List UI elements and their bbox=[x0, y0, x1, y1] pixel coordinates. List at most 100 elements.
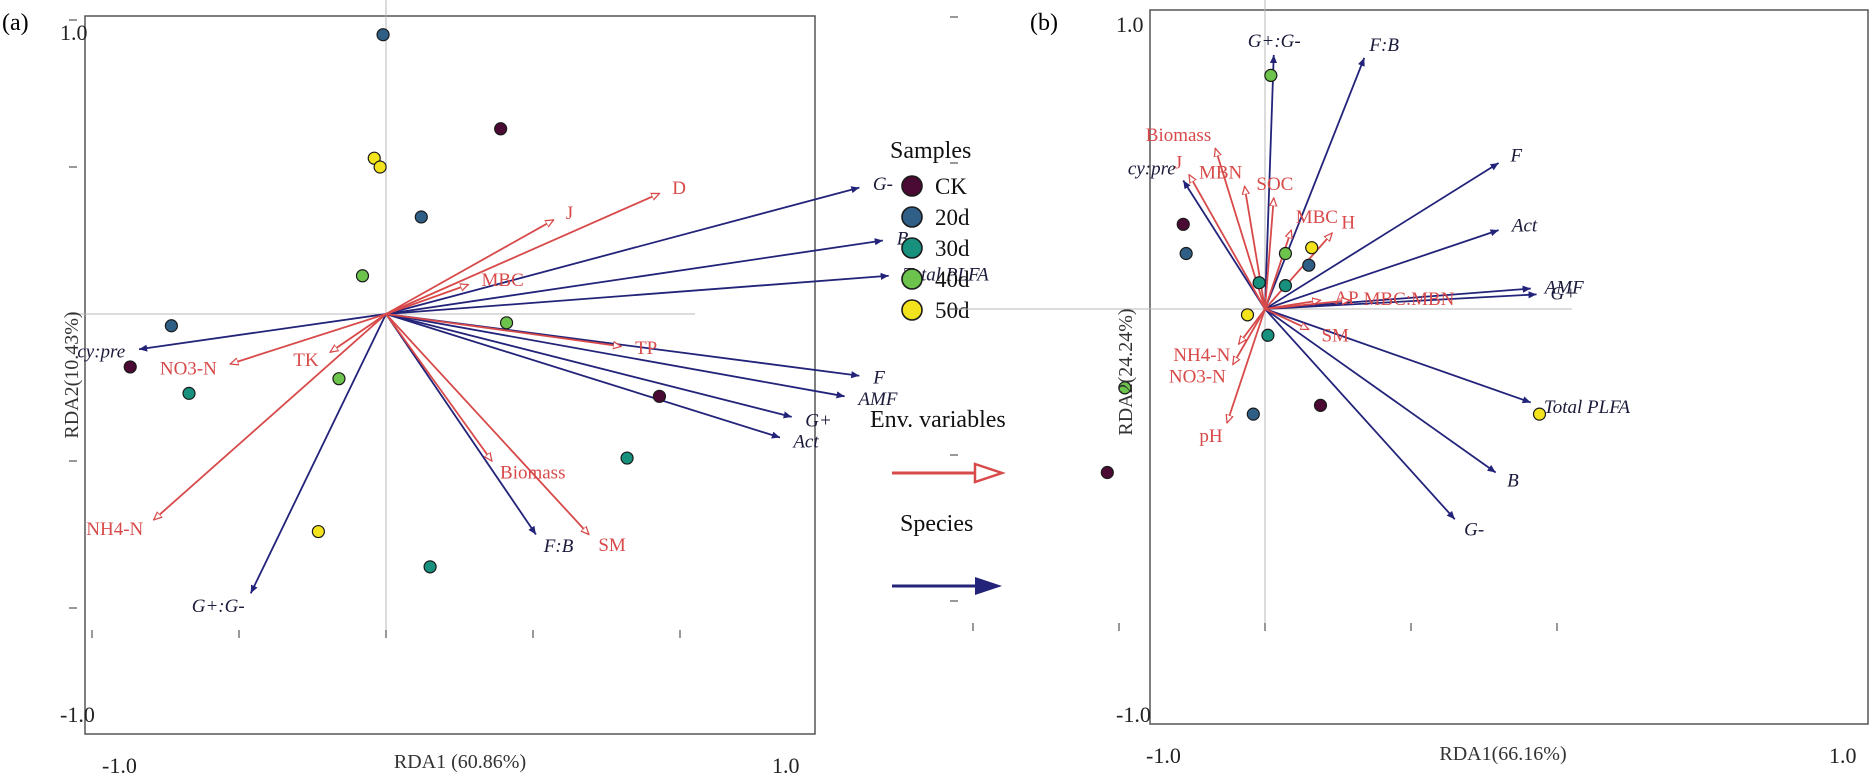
species-label-g-g-a: G+:G- bbox=[192, 596, 245, 617]
species-vector-cy-pre-b bbox=[1182, 180, 1266, 310]
species-label-f-a: F bbox=[872, 368, 885, 389]
sample-point-ck-a-2 bbox=[652, 389, 667, 403]
sample-point-ck-b-1 bbox=[1313, 398, 1328, 412]
sample-point-40d-b-10 bbox=[1278, 246, 1293, 261]
species-vector-amf-a bbox=[385, 313, 845, 399]
env-vector-j-b bbox=[1188, 175, 1266, 310]
species-label-total-plfa-b: Total PLFA bbox=[1544, 397, 1630, 418]
legend-title: Samples bbox=[890, 138, 971, 164]
env-vector-d-a bbox=[385, 192, 659, 315]
species-label-cy-pre-b: cy:pre bbox=[1128, 159, 1176, 180]
species-vector-g-a bbox=[385, 186, 860, 315]
legend-env-label: Env. variables bbox=[870, 407, 1006, 433]
sample-point-ck-a-1 bbox=[123, 360, 137, 374]
env-vector-j-a bbox=[385, 219, 554, 315]
panel-label-b: (b) bbox=[1030, 10, 1058, 36]
sample-point-40d-b-9 bbox=[1264, 68, 1278, 83]
y-tick-top-a: 1.0 bbox=[60, 20, 88, 45]
legend-species-arrowhead bbox=[975, 577, 1002, 595]
species-label-f-b: F bbox=[1509, 146, 1522, 167]
sample-point-30d-a-8 bbox=[423, 560, 437, 574]
y-axis-label-a: RDA2(10.43%) bbox=[61, 311, 83, 438]
species-label-g-a: G- bbox=[873, 174, 893, 195]
env-label-no3-n-a: NO3-N bbox=[160, 358, 217, 379]
sample-point-40d-b-11 bbox=[1118, 381, 1132, 395]
sample-point-30d-b-7 bbox=[1278, 279, 1293, 293]
species-vector-g-b bbox=[1264, 308, 1456, 520]
env-vector-biomass-a bbox=[385, 313, 492, 461]
env-vector-nh4-n-a bbox=[154, 313, 387, 520]
x-tick-right-b: 1.0 bbox=[1829, 743, 1857, 768]
species-label-g-a: G+ bbox=[805, 410, 832, 431]
sample-point-20d-a-3 bbox=[376, 28, 390, 42]
legend-swatch-40d bbox=[901, 268, 923, 290]
env-label-no3-n-b: NO3-N bbox=[1169, 367, 1226, 388]
env-label-sm-b: SM bbox=[1321, 325, 1349, 346]
env-vector-h-b bbox=[1264, 233, 1332, 310]
sample-point-50d-b-12 bbox=[1305, 241, 1319, 255]
sample-point-50d-b-14 bbox=[1532, 407, 1547, 421]
sample-point-ck-b-0 bbox=[1176, 217, 1190, 231]
env-vector-no3-n-b bbox=[1232, 308, 1266, 364]
legend-swatch-ck bbox=[901, 175, 923, 197]
species-label-amf-b: AMF bbox=[1543, 277, 1584, 298]
species-vector-g-g-b bbox=[1264, 54, 1278, 310]
env-label-tp-a: TP bbox=[635, 338, 657, 359]
legend-swatch-20d bbox=[901, 206, 923, 228]
env-label-d-a: D bbox=[672, 178, 686, 199]
sample-point-30d-b-6 bbox=[1252, 276, 1266, 290]
y-tick-top-b: 1.0 bbox=[1116, 12, 1144, 37]
species-label-g-b: G- bbox=[1464, 520, 1484, 541]
sample-point-20d-b-5 bbox=[1246, 407, 1260, 421]
sample-point-50d-b-13 bbox=[1240, 308, 1255, 322]
species-vector-f-b bbox=[1264, 162, 1500, 310]
sample-point-ck-b-2 bbox=[1100, 465, 1114, 480]
species-vector-b-b bbox=[1264, 308, 1497, 474]
species-vector-amf-b bbox=[1264, 285, 1531, 310]
species-label-cy-pre-a: cy:pre bbox=[77, 341, 125, 362]
y-tick-bottom-b: -1.0 bbox=[1116, 702, 1151, 727]
species-vector-total-plfa-a bbox=[385, 272, 889, 315]
env-vector-no3-n-a bbox=[230, 313, 387, 364]
env-vector-tp-a bbox=[385, 313, 621, 346]
legend-label-30d: 30d bbox=[935, 236, 970, 261]
legend-species-label: Species bbox=[900, 511, 973, 537]
env-vector-mbc-a bbox=[385, 285, 468, 315]
x-axis-label-a: RDA1 (60.86%) bbox=[394, 751, 526, 773]
species-label-act-a: Act bbox=[791, 432, 819, 453]
env-label-j-a: J bbox=[566, 203, 573, 224]
env-label-ph-b: pH bbox=[1199, 426, 1223, 447]
env-label-nh4-n-a: NH4-N bbox=[86, 519, 143, 540]
sample-point-40d-a-9 bbox=[355, 269, 370, 283]
env-label-mbc-b: MBC bbox=[1296, 207, 1338, 228]
species-label-f-b-a: F:B bbox=[543, 536, 574, 557]
env-vector-mbc-mbn-b bbox=[1264, 300, 1350, 310]
species-label-act-b: Act bbox=[1510, 216, 1538, 237]
sample-point-30d-b-8 bbox=[1261, 328, 1275, 342]
sample-point-40d-a-11 bbox=[332, 372, 346, 386]
plot-frame-a bbox=[84, 15, 816, 735]
legend-label-40d: 40d bbox=[935, 267, 970, 292]
env-vector-tk-a bbox=[330, 313, 387, 352]
env-label-sm-a: SM bbox=[598, 535, 626, 556]
env-label-soc-b: SOC bbox=[1256, 174, 1293, 195]
species-vector-g-b bbox=[1264, 291, 1537, 310]
species-vector-b-a bbox=[385, 238, 883, 315]
sample-point-ck-a-0 bbox=[494, 122, 508, 136]
env-label-nh4-n-b: NH4-N bbox=[1173, 345, 1230, 366]
env-label-ap-b: AP bbox=[1334, 288, 1358, 309]
species-vector-act-a bbox=[385, 313, 781, 439]
sample-point-20d-a-4 bbox=[414, 210, 428, 224]
species-label-b-b: B bbox=[1507, 471, 1519, 492]
legend-swatch-30d bbox=[901, 237, 923, 259]
species-label-amf-a: AMF bbox=[856, 389, 897, 410]
env-vector-sm-b bbox=[1264, 308, 1309, 331]
env-label-h-b: H bbox=[1341, 213, 1355, 234]
legend-label-20d: 20d bbox=[935, 205, 970, 230]
sample-point-20d-b-4 bbox=[1302, 258, 1316, 272]
species-vector-g-a bbox=[385, 313, 792, 419]
sample-point-40d-a-10 bbox=[499, 316, 514, 330]
